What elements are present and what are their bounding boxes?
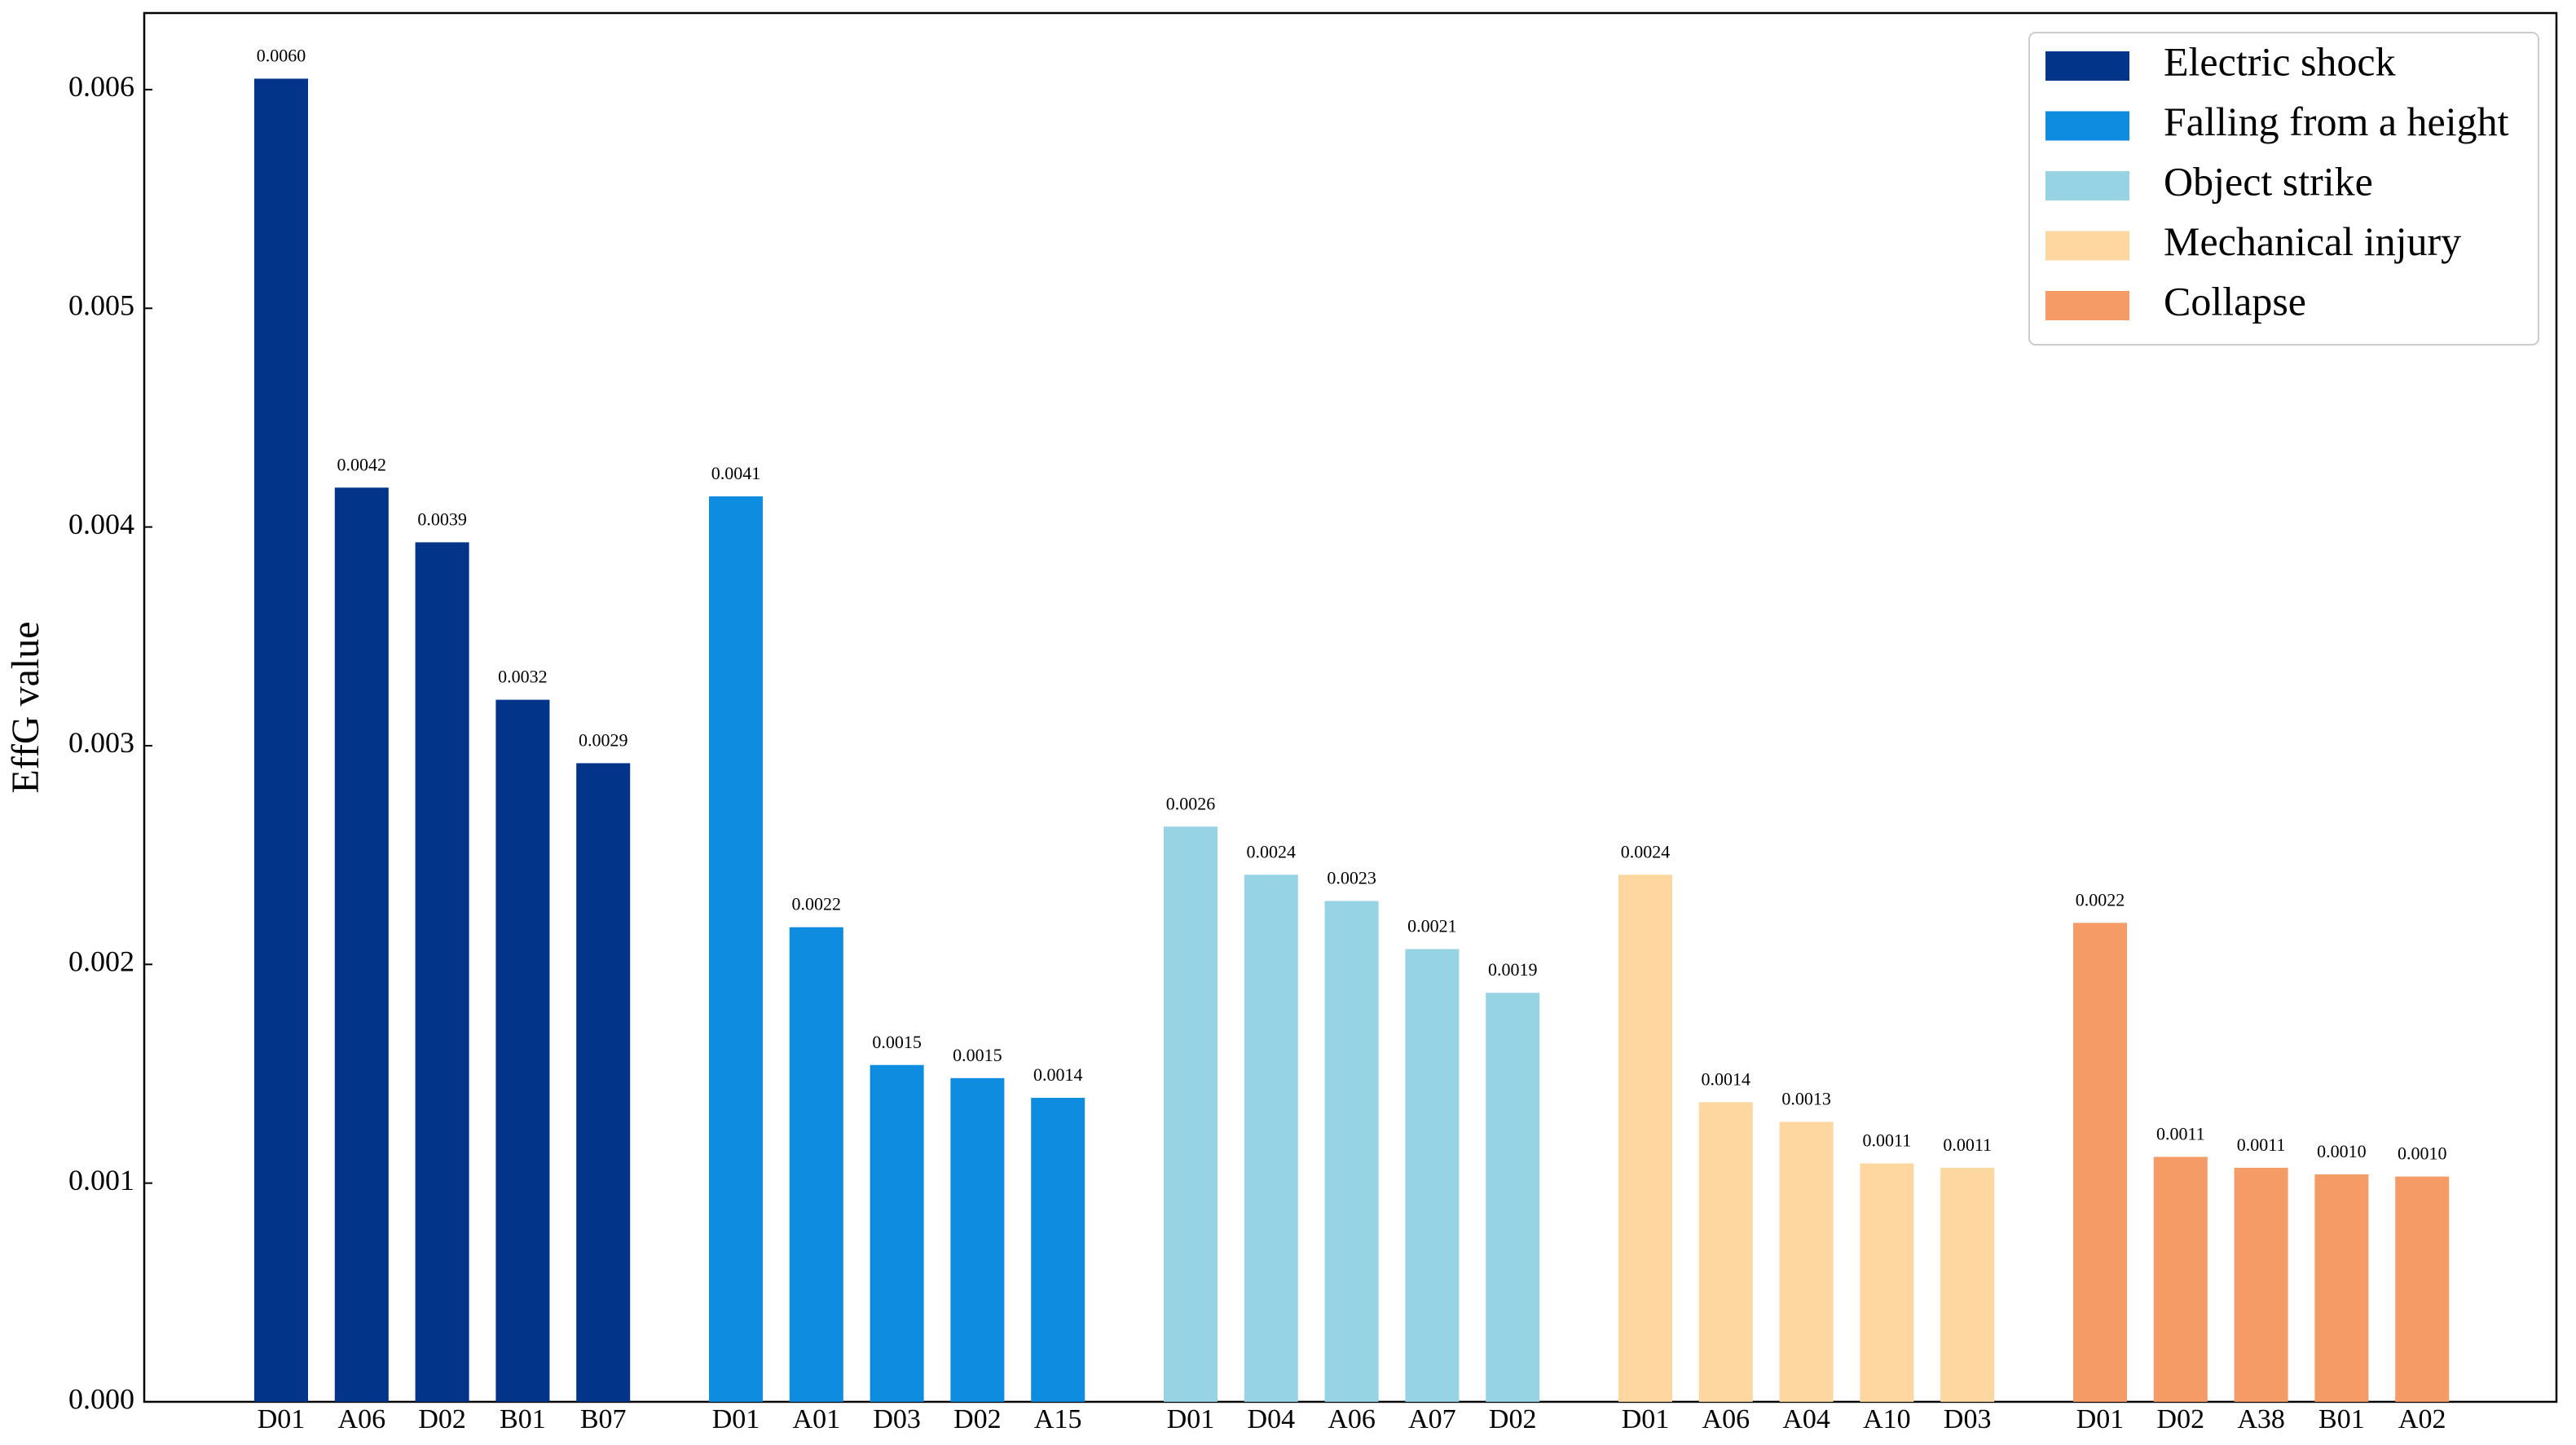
bar	[1698, 1102, 1753, 1402]
x-tick-label: B01	[500, 1404, 546, 1434]
value-label: 0.0014	[1033, 1064, 1083, 1085]
bar	[254, 78, 308, 1403]
legend-swatch	[2045, 291, 2129, 320]
value-label: 0.0060	[257, 46, 306, 66]
value-label: 0.0021	[1407, 916, 1457, 936]
value-label: 0.0023	[1327, 868, 1376, 888]
value-label: 0.0042	[337, 454, 387, 474]
x-tick-label: A06	[1702, 1404, 1750, 1434]
value-label: 0.0032	[498, 667, 548, 687]
y-tick-label: 0.000	[68, 1382, 134, 1415]
bar	[2073, 923, 2127, 1402]
bar	[1940, 1167, 1995, 1402]
value-label: 0.0010	[2317, 1141, 2367, 1161]
value-label: 0.0010	[2398, 1143, 2447, 1164]
bar	[2314, 1174, 2369, 1402]
value-label: 0.0011	[2156, 1123, 2205, 1143]
y-tick-label: 0.003	[68, 726, 134, 759]
bar	[950, 1077, 1005, 1402]
x-tick-label: D01	[712, 1404, 760, 1434]
legend-label: Object strike	[2164, 158, 2373, 204]
y-tick-label: 0.002	[68, 945, 134, 978]
value-label: 0.0039	[417, 509, 467, 529]
x-tick-label: D02	[2157, 1404, 2205, 1434]
bar	[2234, 1167, 2288, 1402]
y-tick-label: 0.005	[68, 289, 134, 322]
bar	[1860, 1163, 1914, 1402]
y-tick-label: 0.004	[68, 508, 134, 540]
bar	[2395, 1176, 2450, 1402]
x-tick-label: D02	[953, 1404, 1002, 1434]
bar	[495, 699, 550, 1402]
bar	[1618, 874, 1672, 1402]
bar	[1164, 826, 1218, 1402]
bar	[1031, 1097, 1085, 1402]
x-tick-label: A15	[1034, 1404, 1082, 1434]
x-tick-label: D01	[2076, 1404, 2125, 1434]
legend-swatch	[2045, 171, 2129, 200]
value-label: 0.0019	[1488, 959, 1538, 980]
x-tick-label: D04	[1248, 1404, 1296, 1434]
legend-swatch	[2045, 231, 2129, 261]
x-tick-label: A07	[1408, 1404, 1456, 1434]
legend-label: Falling from a height	[2164, 99, 2509, 144]
x-tick-label: B01	[2318, 1404, 2365, 1434]
bar	[870, 1064, 924, 1402]
value-label: 0.0011	[2237, 1134, 2286, 1155]
bar	[1779, 1121, 1834, 1402]
bar	[334, 487, 389, 1403]
value-label: 0.0011	[1943, 1134, 1992, 1155]
value-label: 0.0022	[2076, 889, 2125, 910]
bar	[1244, 874, 1298, 1402]
value-label: 0.0029	[579, 729, 628, 750]
bar	[709, 496, 763, 1402]
bar	[789, 927, 843, 1402]
x-tick-label: A06	[338, 1404, 386, 1434]
bar	[1486, 993, 1540, 1402]
x-tick-label: D03	[873, 1404, 921, 1434]
value-label: 0.0024	[1247, 841, 1297, 861]
x-tick-label: A06	[1328, 1404, 1376, 1434]
value-label: 0.0015	[953, 1045, 1002, 1065]
bar	[576, 763, 631, 1402]
value-label: 0.0024	[1621, 841, 1671, 861]
y-tick-label: 0.006	[68, 70, 134, 103]
legend-label: Collapse	[2164, 278, 2306, 324]
legend-label: Electric shock	[2164, 38, 2396, 84]
bar	[1324, 901, 1379, 1402]
x-tick-label: D01	[258, 1404, 306, 1434]
value-label: 0.0026	[1166, 793, 1216, 813]
x-tick-label: A04	[1782, 1404, 1830, 1434]
x-tick-label: D02	[418, 1404, 466, 1434]
legend-swatch	[2045, 51, 2129, 81]
value-label: 0.0015	[872, 1032, 922, 1052]
x-tick-label: B07	[580, 1404, 627, 1434]
legend: Electric shock Falling from a height Objec…	[2028, 32, 2539, 346]
x-tick-label: A02	[2398, 1404, 2446, 1434]
legend-swatch	[2045, 111, 2129, 141]
x-tick-label: D01	[1167, 1404, 1215, 1434]
x-tick-label: D03	[1944, 1404, 1992, 1434]
value-label: 0.0022	[792, 894, 842, 914]
legend-label: Mechanical injury	[2164, 218, 2461, 264]
x-tick-label: D02	[1489, 1404, 1537, 1434]
legend-frame	[2028, 32, 2539, 346]
y-axis-label: EffG value	[4, 621, 47, 793]
bar	[415, 542, 469, 1402]
y-tick-label: 0.001	[68, 1164, 134, 1196]
bar	[1405, 949, 1460, 1402]
value-label: 0.0041	[711, 463, 761, 483]
x-tick-label: A38	[2237, 1404, 2285, 1434]
x-tick-label: A01	[793, 1404, 841, 1434]
bar	[2153, 1156, 2208, 1402]
value-label: 0.0013	[1781, 1089, 1831, 1109]
x-tick-label: D01	[1622, 1404, 1670, 1434]
x-tick-label: A10	[1863, 1404, 1911, 1434]
value-label: 0.0014	[1702, 1068, 1751, 1089]
value-label: 0.0011	[1863, 1130, 1912, 1151]
